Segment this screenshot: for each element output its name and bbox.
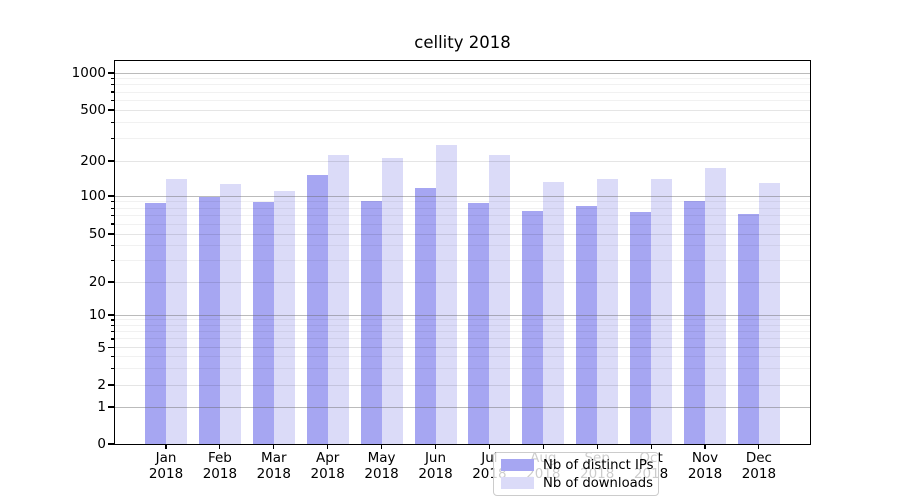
y-tick-label: 1 (97, 399, 106, 415)
legend-item: Nb of downloads (501, 474, 653, 492)
x-tick (542, 444, 544, 449)
x-tick (165, 444, 167, 449)
x-tick (434, 444, 437, 449)
bar-distinct-ips (576, 205, 598, 444)
x-tick (758, 444, 760, 449)
x-tick (381, 444, 383, 449)
y-tick (107, 109, 114, 111)
x-tick (219, 444, 221, 449)
x-tick (488, 444, 490, 449)
x-tick (327, 444, 329, 449)
y-minor-tick (110, 78, 114, 80)
x-tick-label: May 2018 (364, 450, 399, 482)
legend-swatch (501, 477, 534, 489)
x-tick-label: Jun 2018 (418, 450, 453, 482)
bar-distinct-ips (468, 203, 490, 444)
legend-label: Nb of distinct IPs (543, 457, 654, 473)
y-tick (107, 406, 114, 408)
x-tick (273, 444, 275, 449)
chart-title: cellity 2018 (414, 33, 511, 52)
y-tick (107, 346, 114, 349)
x-tick-label: Dec 2018 (741, 450, 777, 482)
bar-downloads (705, 168, 726, 444)
bar-distinct-ips (360, 200, 382, 444)
y-tick (107, 443, 114, 445)
bar-downloads (273, 191, 295, 444)
y-tick (107, 281, 114, 283)
bar-distinct-ips (522, 211, 544, 444)
y-tick-label: 5 (97, 339, 106, 356)
bar-downloads (327, 155, 349, 444)
bar-distinct-ips (198, 197, 220, 444)
legend-item: Nb of distinct IPs (501, 456, 654, 474)
y-minor-tick (110, 91, 114, 93)
bar-distinct-ips (630, 211, 652, 444)
x-tick-label: Apr 2018 (310, 450, 345, 482)
y-minor-tick (110, 214, 114, 217)
y-tick-label: 100 (80, 188, 106, 204)
y-tick-label: 2 (97, 377, 106, 393)
y-tick-label: 20 (88, 274, 106, 290)
y-minor-tick (110, 260, 114, 262)
bar-downloads (597, 179, 619, 444)
y-minor-tick (110, 319, 114, 321)
bar-downloads (435, 145, 457, 444)
x-tick (704, 444, 706, 449)
x-tick-label: Jan 2018 (148, 450, 184, 482)
y-minor-tick (110, 137, 114, 140)
bar-distinct-ips (252, 201, 274, 444)
bar-downloads (758, 183, 780, 444)
bar-distinct-ips (414, 188, 436, 444)
x-tick (596, 444, 598, 449)
bars-layer (115, 61, 810, 444)
bar-downloads (543, 181, 565, 444)
y-minor-tick (110, 84, 114, 86)
y-tick-label: 50 (88, 226, 106, 242)
y-minor-tick (110, 99, 114, 101)
bar-downloads (166, 179, 187, 444)
y-minor-tick (110, 331, 114, 333)
y-tick (107, 314, 114, 316)
bar-downloads (381, 158, 403, 444)
y-tick (107, 160, 114, 162)
plot-area: Nb of distinct IPs Nb of downloads (114, 60, 811, 496)
x-tick-label: Nov 2018 (687, 450, 723, 482)
y-tick-label: 10 (88, 307, 106, 323)
legend-label: Nb of downloads (543, 475, 653, 491)
bar-distinct-ips (684, 201, 705, 444)
x-tick-label: Mar 2018 (256, 450, 291, 482)
y-minor-tick (110, 245, 114, 247)
y-tick-label: 500 (80, 102, 106, 118)
legend-swatch (501, 459, 534, 471)
y-minor-tick (110, 201, 114, 203)
bar-downloads (489, 154, 511, 444)
y-minor-tick (110, 223, 114, 225)
y-tick-label: 200 (80, 153, 106, 169)
bar-downloads (651, 179, 673, 444)
y-minor-tick (110, 367, 114, 369)
bar-distinct-ips (145, 203, 166, 444)
y-minor-tick (110, 324, 114, 327)
y-minor-tick (110, 356, 114, 358)
bar-distinct-ips (306, 174, 328, 444)
legend: Nb of distinct IPs Nb of downloads (493, 452, 659, 496)
x-tick (650, 444, 652, 449)
y-minor-tick (110, 121, 114, 123)
y-tick (107, 72, 114, 74)
x-tick-label: Feb 2018 (202, 450, 238, 482)
y-tick-label: 1000 (71, 65, 106, 81)
y-tick (107, 384, 114, 386)
y-minor-tick (110, 338, 114, 340)
y-tick-label: 0 (97, 436, 106, 452)
y-tick (107, 233, 114, 235)
y-tick (107, 195, 114, 197)
bar-downloads (219, 183, 241, 444)
bar-distinct-ips (737, 214, 759, 444)
y-minor-tick (110, 207, 114, 209)
